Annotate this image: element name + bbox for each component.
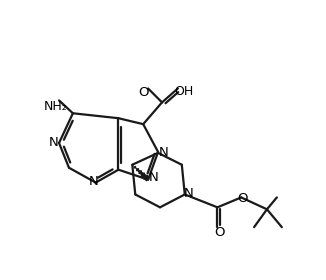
Text: N: N: [159, 146, 169, 159]
Text: O: O: [214, 226, 225, 239]
Polygon shape: [132, 165, 150, 182]
Text: O: O: [138, 86, 148, 99]
Text: N: N: [149, 171, 159, 184]
Text: O: O: [237, 192, 247, 205]
Text: N: N: [89, 175, 98, 188]
Text: N: N: [184, 187, 194, 200]
Text: N: N: [49, 136, 59, 150]
Text: OH: OH: [174, 85, 193, 98]
Text: NH₂: NH₂: [44, 100, 68, 113]
